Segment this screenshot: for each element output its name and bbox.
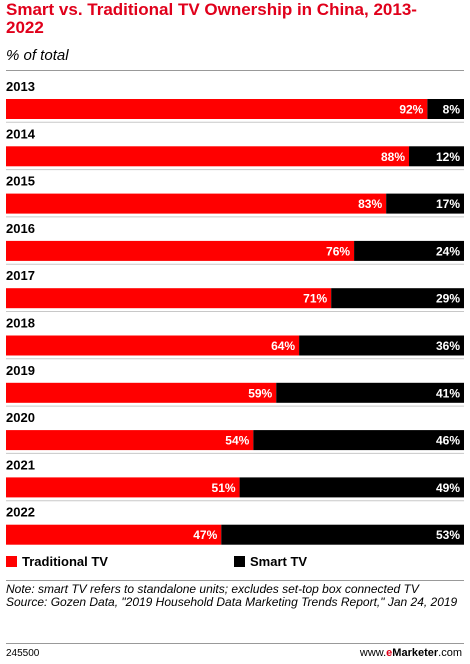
bar-traditional-tv [6, 524, 222, 545]
notes-divider [6, 580, 464, 581]
legend-label-smart-tv: Smart TV [250, 554, 308, 569]
bar-smart-tv [386, 193, 464, 214]
bar-smart-tv [239, 477, 464, 498]
value-label-traditional-tv: 71% [303, 292, 327, 306]
brand-prefix: www. [359, 647, 387, 659]
value-label-traditional-tv: 92% [399, 103, 423, 117]
value-label-smart-tv: 41% [436, 386, 460, 400]
bar-traditional-tv [6, 335, 300, 356]
footer-divider [6, 643, 464, 644]
bar-traditional-tv [6, 477, 240, 498]
bar-smart-tv [221, 524, 464, 545]
value-label-smart-tv: 24% [436, 244, 460, 258]
category-label: 2013 [6, 79, 35, 94]
legend-item-smart-tv: Smart TV [234, 554, 307, 569]
brand-name: Marketer [392, 647, 439, 659]
category-label: 2017 [6, 268, 35, 283]
value-label-smart-tv: 29% [436, 292, 460, 306]
bar-traditional-tv [6, 240, 355, 261]
value-label-smart-tv: 17% [436, 197, 460, 211]
category-label: 2018 [6, 316, 35, 331]
chart-id: 245500 [6, 648, 40, 659]
category-label: 2022 [6, 505, 35, 520]
bar-traditional-tv [6, 430, 254, 451]
legend-swatch-smart-tv [234, 556, 245, 567]
value-label-smart-tv: 8% [443, 103, 461, 117]
category-label: 2021 [6, 457, 35, 472]
value-label-traditional-tv: 83% [358, 197, 382, 211]
bar-smart-tv [253, 430, 464, 451]
chart-subtitle: % of total [6, 47, 69, 64]
value-label-traditional-tv: 47% [193, 528, 217, 542]
bar-traditional-tv [6, 99, 428, 119]
note-text: Note: smart TV refers to standalone unit… [6, 582, 419, 596]
bar-traditional-tv [6, 288, 332, 309]
chart-legend: Traditional TV Smart TV [6, 554, 466, 570]
value-label-smart-tv: 46% [436, 434, 460, 448]
bar-traditional-tv [6, 146, 410, 167]
bar-traditional-tv [6, 382, 277, 403]
legend-label-traditional-tv: Traditional TV [22, 554, 108, 569]
category-label: 2019 [6, 363, 35, 378]
bar-smart-tv [331, 288, 464, 309]
bar-smart-tv [354, 240, 464, 261]
legend-swatch-traditional-tv [6, 556, 17, 567]
brand-logo[interactable]: www.eMarketer.com [360, 647, 462, 659]
value-label-traditional-tv: 54% [225, 434, 249, 448]
brand-suffix: .com [438, 647, 462, 659]
value-label-traditional-tv: 59% [248, 386, 272, 400]
bar-smart-tv [409, 146, 464, 167]
chart-notes: Note: smart TV refers to standalone unit… [6, 583, 466, 609]
top-divider [6, 70, 464, 71]
category-label: 2016 [6, 221, 35, 236]
value-label-smart-tv: 49% [436, 481, 460, 495]
value-label-traditional-tv: 51% [212, 481, 236, 495]
source-text: Source: Gozen Data, "2019 Household Data… [6, 595, 458, 609]
legend-item-traditional-tv: Traditional TV [6, 554, 108, 569]
stacked-bar-chart: 2013 92% 8% 2014 88% 12% 2015 83% 17% 2016 76% 24% 2… [6, 79, 464, 545]
value-label-traditional-tv: 88% [381, 150, 405, 164]
category-label: 2014 [6, 126, 36, 141]
bar-smart-tv [299, 335, 464, 356]
bar-smart-tv [276, 382, 464, 403]
bar-traditional-tv [6, 193, 387, 214]
value-label-smart-tv: 53% [436, 528, 460, 542]
value-label-traditional-tv: 76% [326, 244, 350, 258]
value-label-traditional-tv: 64% [271, 339, 295, 353]
brand-e: e [386, 647, 393, 659]
value-label-smart-tv: 36% [436, 339, 460, 353]
category-label: 2020 [6, 410, 35, 425]
bar-smart-tv [427, 99, 464, 119]
chart-title: Smart vs. Traditional TV Ownership in Ch… [6, 0, 417, 37]
value-label-smart-tv: 12% [436, 150, 460, 164]
category-label: 2015 [6, 174, 35, 189]
